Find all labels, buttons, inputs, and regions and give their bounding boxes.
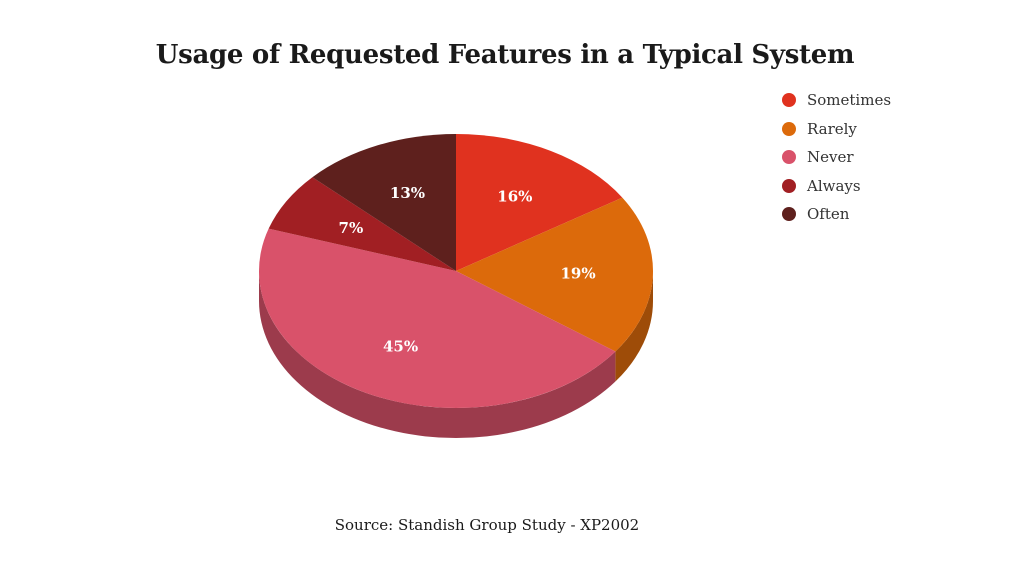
slice-label-always: 7% xyxy=(339,219,364,237)
slice-label-never: 45% xyxy=(383,338,418,356)
pie-side-rarely xyxy=(615,271,653,382)
legend-label: Rarely xyxy=(807,119,857,138)
legend-item-never[interactable]: Never xyxy=(782,143,891,172)
legend-item-sometimes[interactable]: Sometimes xyxy=(782,86,891,115)
source-note: Source: Standish Group Study - XP2002 xyxy=(334,516,640,534)
slice-label-sometimes: 16% xyxy=(497,188,532,206)
pie-depth-layer xyxy=(259,271,653,438)
pie-labels-layer: 16% 19% 45% 7% 13% xyxy=(339,184,596,356)
legend-swatch-icon xyxy=(782,121,796,136)
legend-label: Never xyxy=(807,148,854,167)
legend: Sometimes Rarely Never Always Often xyxy=(782,86,891,229)
pie-slice-often[interactable] xyxy=(312,134,456,271)
slice-label-often: 13% xyxy=(390,184,425,202)
pie-side-never xyxy=(259,271,616,438)
pie-top-layer xyxy=(258,134,653,408)
legend-swatch-icon xyxy=(782,207,796,222)
chart-title: Usage of Requested Features in a Typical… xyxy=(155,40,855,70)
legend-swatch-icon xyxy=(782,93,796,108)
slice-label-rarely: 19% xyxy=(561,265,596,283)
legend-label: Always xyxy=(807,176,861,195)
legend-item-often[interactable]: Often xyxy=(782,200,891,229)
legend-swatch-icon xyxy=(782,150,796,165)
legend-label: Often xyxy=(807,205,850,224)
legend-item-always[interactable]: Always xyxy=(782,172,891,201)
pie-slice-never[interactable] xyxy=(258,228,616,408)
pie-slice-always[interactable] xyxy=(268,177,456,271)
pie-slice-rarely[interactable] xyxy=(456,197,653,352)
legend-swatch-icon xyxy=(782,178,796,193)
legend-item-rarely[interactable]: Rarely xyxy=(782,115,891,144)
pie-slice-sometimes[interactable] xyxy=(456,134,623,271)
legend-label: Sometimes xyxy=(807,91,892,110)
